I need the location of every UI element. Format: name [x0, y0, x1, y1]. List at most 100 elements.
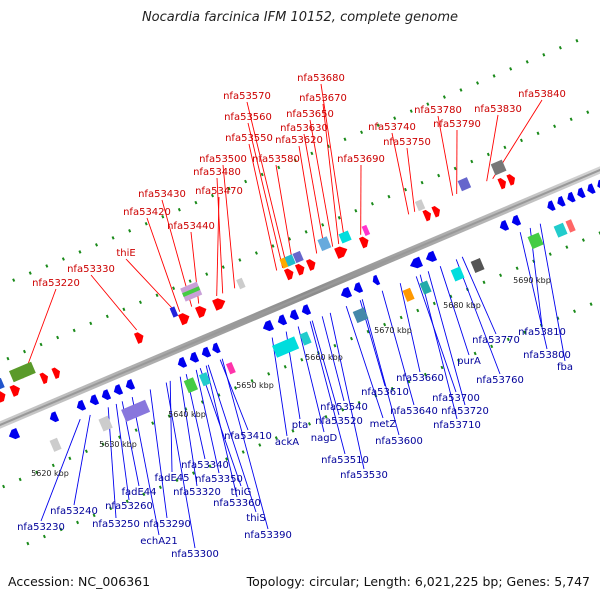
- leader-line: [309, 321, 346, 455]
- leader-line: [381, 290, 415, 406]
- gene-label: nfa53540: [320, 402, 368, 413]
- forward-gene: [51, 367, 61, 380]
- leader-line: [322, 103, 340, 245]
- reverse-gene: [425, 250, 438, 262]
- gene-label: nfa53470: [195, 186, 243, 197]
- leader-line: [321, 316, 345, 402]
- ruler-label: 5690 kbp: [513, 276, 551, 285]
- leader-line: [309, 119, 334, 247]
- gene-label: nfa53350: [195, 474, 243, 485]
- forward-gene: [422, 209, 432, 222]
- leader-line: [271, 337, 288, 437]
- reverse-gene: [340, 286, 353, 299]
- gene-label: fadE44: [121, 487, 156, 498]
- gene-label: nfa53650: [286, 109, 334, 120]
- gene-label: nfa53550: [225, 133, 273, 144]
- feature-box: [527, 232, 544, 250]
- reverse-gene: [499, 220, 510, 231]
- leader-line: [149, 389, 168, 519]
- leader-line: [179, 376, 198, 487]
- gene-label: nfa53320: [173, 487, 221, 498]
- genome-backbone: [0, 166, 600, 429]
- forward-gene: [497, 177, 507, 190]
- feature-box: [182, 286, 201, 297]
- feature-box: [299, 331, 312, 346]
- leader-line: [437, 115, 454, 196]
- gene-label: nfa53740: [368, 122, 416, 133]
- summary-text: Topology: circular; Length: 6,021,225 bp…: [246, 574, 590, 589]
- reverse-gene: [511, 214, 522, 226]
- gene-label: nfa53330: [67, 264, 115, 275]
- gene-label: metZ: [370, 419, 397, 430]
- forward-gene: [431, 206, 441, 218]
- gene-label: nfa53800: [523, 350, 571, 361]
- gene-label: pta: [292, 420, 308, 431]
- leader-line: [221, 358, 269, 530]
- backbone-group: [0, 166, 600, 429]
- feature-box: [0, 377, 5, 391]
- leader-line: [297, 326, 325, 433]
- leader-line: [205, 365, 238, 498]
- leader-line: [311, 320, 340, 416]
- leader-line: [247, 122, 284, 269]
- feature-box: [272, 336, 300, 358]
- reverse-gene: [89, 394, 100, 406]
- reverse-gene: [547, 200, 556, 211]
- leader-line: [216, 177, 224, 294]
- gene-feature-group: [0, 159, 600, 452]
- forward-gene: [212, 298, 226, 311]
- gene-label: nfa53720: [441, 406, 489, 417]
- leader-line: [320, 83, 346, 242]
- leader-line: [146, 217, 181, 312]
- gene-label: nfa53530: [340, 470, 388, 481]
- reverse-gene: [177, 356, 188, 368]
- leader-line: [329, 312, 365, 470]
- reverse-gene: [587, 183, 596, 194]
- gene-label: nfa53250: [92, 519, 140, 530]
- leader-line: [222, 164, 236, 289]
- gene-label: nfa53580: [252, 154, 300, 165]
- reverse-gene: [262, 319, 275, 332]
- gene-label: nfa53640: [390, 406, 438, 417]
- leader-line: [298, 145, 318, 254]
- gene-label: nfa53690: [337, 154, 385, 165]
- feature-box: [98, 415, 113, 432]
- leader-line: [165, 382, 196, 549]
- gene-label: nfa53220: [32, 278, 80, 289]
- gene-label: nfa53500: [199, 154, 247, 165]
- leader-line: [455, 259, 501, 375]
- feature-box: [292, 250, 304, 264]
- feature-box: [198, 372, 211, 387]
- reverse-gene: [277, 314, 288, 326]
- forward-gene: [9, 384, 20, 397]
- feature-box: [565, 219, 576, 233]
- gene-label: nfa53760: [476, 375, 524, 386]
- reverse-gene: [567, 191, 576, 203]
- leader-line: [361, 299, 400, 436]
- feature-box: [419, 280, 432, 295]
- reverse-gene: [113, 384, 124, 395]
- leader-line: [427, 271, 466, 406]
- reverse-gene: [301, 304, 312, 316]
- forward-gene: [283, 268, 294, 281]
- ruler-label: 5680 kbp: [443, 301, 481, 310]
- gene-label: nfa53680: [297, 73, 345, 84]
- feature-box: [9, 361, 36, 383]
- feature-box: [402, 287, 415, 302]
- reverse-gene: [76, 399, 87, 411]
- reverse-gene: [597, 179, 600, 190]
- gene-label: nfa53410: [224, 431, 272, 442]
- gene-label: nfa53510: [321, 455, 369, 466]
- forward-gene: [178, 313, 190, 326]
- ruler-label: 5630 kbp: [99, 440, 137, 449]
- gene-label: nfa53810: [518, 327, 566, 338]
- gene-label: nfa53600: [375, 436, 423, 447]
- gene-label: nfa53610: [361, 387, 409, 398]
- feature-box: [414, 199, 426, 212]
- reverse-gene: [557, 196, 566, 207]
- forward-gene: [39, 372, 49, 385]
- gene-label: nfa53620: [275, 135, 323, 146]
- reverse-gene: [212, 342, 221, 354]
